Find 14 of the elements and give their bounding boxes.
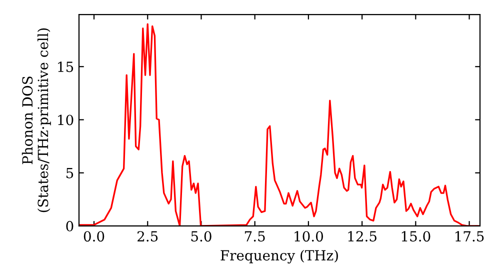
x-tick-label: 5.0: [191, 231, 212, 242]
x-tick-label: 15.0: [402, 231, 430, 242]
y-axis-title: Phonon DOS (States/THz·primitive cell): [22, 28, 51, 212]
x-axis-title: Frequency (THz): [220, 250, 338, 264]
x-tick-label: 2.5: [138, 231, 158, 242]
x-tick-label: 7.5: [244, 231, 265, 242]
x-tick-label: 12.5: [348, 231, 376, 242]
x-tick-label: 0.0: [84, 231, 104, 242]
x-tick-label: 17.5: [456, 231, 484, 242]
y-tick-label: 15: [58, 62, 74, 72]
y-tick-label: 0: [66, 220, 74, 232]
x-tick-label: 10.0: [294, 231, 323, 242]
y-tick-label: 5: [66, 168, 74, 178]
y-tick-label: 10: [58, 114, 74, 126]
